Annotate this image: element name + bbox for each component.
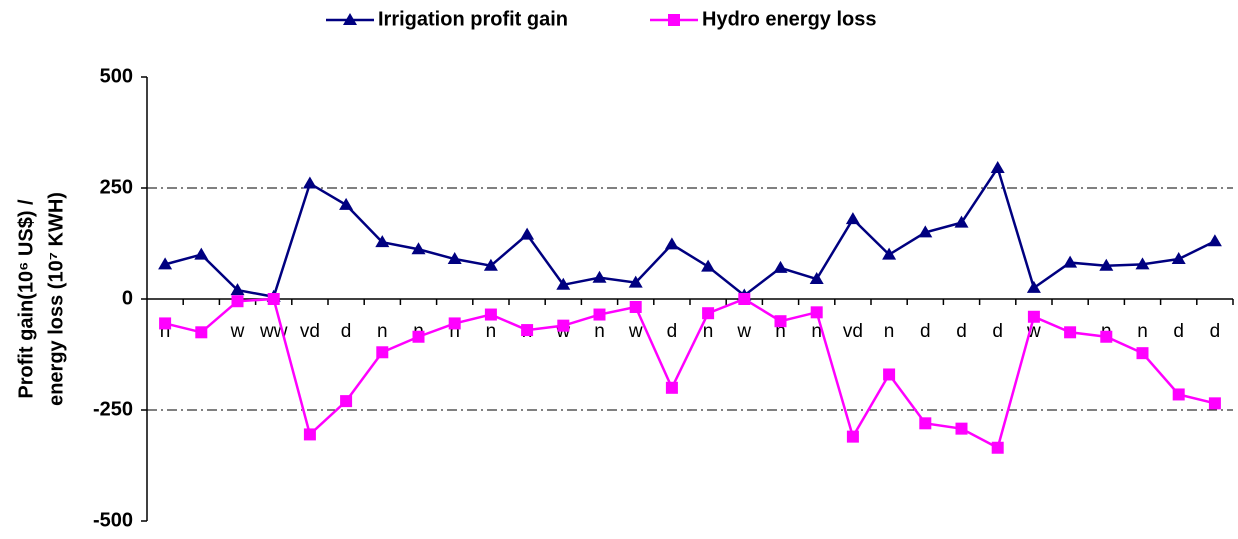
x-tick-label: n — [1137, 321, 1148, 342]
point — [267, 293, 280, 305]
y-label-line: energy loss (10⁷ KWH) — [45, 192, 67, 406]
x-tick-label: d — [1173, 321, 1184, 342]
point — [375, 235, 390, 248]
point — [483, 258, 498, 271]
point — [230, 283, 245, 296]
point — [701, 259, 716, 272]
point — [557, 319, 570, 332]
point — [484, 308, 497, 321]
x-tick-label: n — [160, 321, 171, 342]
point — [702, 307, 715, 320]
point — [343, 13, 357, 25]
point — [1099, 258, 1114, 271]
y-tick-label: 250 — [100, 176, 133, 198]
point — [411, 242, 426, 255]
point — [1136, 347, 1149, 360]
point — [954, 215, 969, 228]
point — [556, 277, 571, 290]
point — [339, 197, 354, 210]
point — [668, 14, 680, 26]
point — [883, 368, 896, 381]
x-tick-label: n — [811, 321, 822, 342]
point — [520, 227, 535, 240]
point — [521, 324, 534, 337]
x-tick-label: vd — [843, 321, 863, 342]
x-tick-label: n — [775, 321, 786, 342]
x-tick-label: d — [667, 321, 678, 342]
x-tick-label: n — [377, 321, 388, 342]
point — [774, 315, 787, 328]
x-tick-label: w — [628, 321, 643, 342]
x-tick-label: vd — [300, 321, 320, 342]
point — [990, 161, 1005, 174]
x-tick-label: n — [486, 321, 497, 342]
x-tick-label: d — [1210, 321, 1221, 342]
series-line — [164, 165, 1216, 299]
legend-label: Hydro energy loss — [702, 8, 877, 30]
y-tick-label: 500 — [100, 65, 133, 87]
point — [846, 430, 859, 443]
x-tick-label: d — [341, 321, 352, 342]
point — [1064, 326, 1077, 339]
point — [809, 272, 824, 285]
point — [664, 237, 679, 250]
point — [412, 330, 425, 343]
x-tick-label: d — [920, 321, 931, 342]
point — [302, 176, 317, 189]
x-tick-label: n — [449, 321, 460, 342]
y-axis-label: Profit gain(10⁶ US$) / energy loss (10⁷ … — [15, 192, 67, 406]
y-label-line: Profit gain(10⁶ US$) / — [15, 199, 37, 399]
point — [955, 422, 968, 435]
x-tick-label: d — [956, 321, 967, 342]
point — [628, 275, 643, 288]
point — [1171, 252, 1186, 265]
x-tick-label: n — [703, 321, 714, 342]
x-tick-label: w — [1026, 321, 1041, 342]
point — [1026, 280, 1041, 293]
point — [592, 270, 607, 283]
x-tick-label: n — [884, 321, 895, 342]
point — [448, 317, 461, 330]
point — [738, 293, 751, 305]
x-tick-label: d — [992, 321, 1003, 342]
point — [195, 326, 208, 339]
point — [1172, 388, 1185, 401]
point — [882, 247, 897, 260]
point — [231, 295, 244, 308]
x-tick-label: w — [230, 321, 245, 342]
point — [447, 252, 462, 265]
point — [158, 257, 173, 270]
point — [1100, 330, 1113, 343]
point — [845, 212, 860, 225]
series-line — [164, 297, 1216, 450]
point — [593, 308, 606, 321]
point — [159, 317, 172, 330]
point — [376, 346, 389, 359]
point — [1063, 255, 1078, 268]
point — [810, 306, 823, 319]
y-tick-label: -500 — [93, 509, 133, 531]
x-tick-label: w — [736, 321, 751, 342]
point — [991, 441, 1004, 454]
point — [919, 417, 932, 430]
point — [194, 247, 209, 260]
legend-label: Irrigation profit gain — [378, 8, 568, 30]
y-tick-label: -250 — [93, 398, 133, 420]
point — [918, 225, 933, 238]
point — [1027, 310, 1040, 323]
point — [1208, 397, 1221, 410]
point — [303, 428, 316, 441]
x-tick-label: n — [594, 321, 605, 342]
point — [1207, 234, 1222, 247]
point — [665, 381, 678, 394]
y-tick-label: 0 — [122, 287, 133, 309]
point — [340, 395, 353, 408]
point — [773, 260, 788, 273]
point — [1135, 257, 1150, 270]
point — [629, 300, 642, 313]
